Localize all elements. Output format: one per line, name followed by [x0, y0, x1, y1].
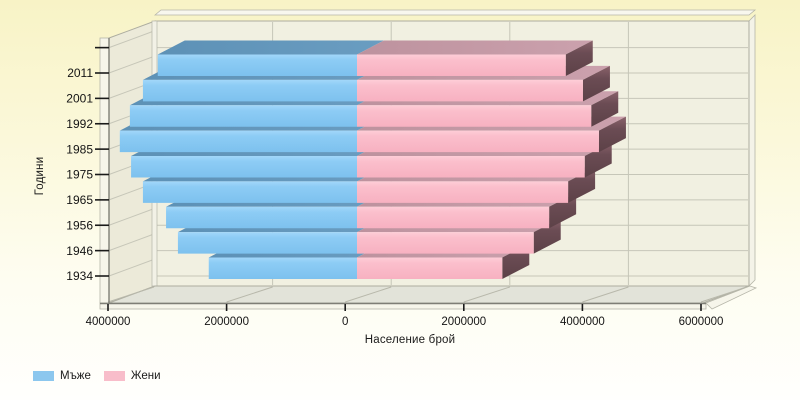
- y-axis-title: Години: [34, 156, 46, 196]
- floor-gridline: [226, 286, 273, 303]
- y-axis-tick-label: 1946: [66, 244, 93, 258]
- legend-label-women: Жени: [130, 370, 161, 382]
- bar-men-1965: [142, 181, 357, 203]
- bar-women-1965: [357, 181, 569, 203]
- x-axis-tick-label: 4000000: [560, 316, 605, 328]
- legend-item-men: Мъже: [33, 370, 91, 382]
- x-axis-tick-label: 0: [342, 316, 348, 328]
- left-wall-gridline: [108, 207, 156, 226]
- wall-right-edge: [748, 14, 756, 287]
- bar-women-1992: [357, 105, 592, 127]
- left-wall-gridline: [108, 258, 156, 277]
- bar-women-top-2011: [357, 40, 593, 55]
- bar-women-side-1946: [533, 218, 561, 254]
- bar-row-2011: [157, 40, 593, 76]
- legend-item-women: Жени: [103, 370, 161, 382]
- bars-layer: [119, 40, 626, 279]
- bar-men-2011: [157, 54, 357, 76]
- floor-gridline: [700, 286, 748, 303]
- y-axis-tick-label: 1965: [66, 193, 93, 207]
- y-axis-tick-label: 1934: [66, 269, 93, 283]
- bar-women-1946: [357, 232, 534, 254]
- y-axis-tick-label: 1985: [66, 142, 93, 156]
- bar-men-1946: [177, 232, 357, 254]
- legend-label-men: Мъже: [60, 370, 91, 382]
- bar-women-side-2011: [565, 40, 593, 76]
- bar-men-1956: [166, 206, 357, 229]
- x-axis-tick-label: 6000000: [679, 316, 724, 328]
- bar-men-1975: [131, 156, 357, 178]
- bar-men-top-2011: [157, 40, 384, 55]
- left-wall-gridline: [108, 233, 156, 252]
- left-wall-gridline: [108, 30, 156, 49]
- bar-women-side-1985: [598, 116, 626, 153]
- legend-swatch-men-icon: [33, 371, 54, 381]
- x-axis-tick-label: 4000000: [86, 316, 131, 328]
- chart-legend: Мъже Жени: [33, 370, 161, 382]
- bar-men-1992: [129, 105, 357, 127]
- bar-women-1975: [357, 156, 585, 178]
- bar-women-1956: [357, 206, 550, 229]
- y-axis-tick-label: 2011: [67, 66, 93, 80]
- x-axis-tick-label: 2000000: [441, 316, 486, 328]
- y-axis-tick-label: 1992: [66, 117, 93, 131]
- y-axis-tick-label: 1975: [66, 168, 93, 182]
- wall-top-edge: [153, 9, 757, 16]
- bar-women-2001: [357, 79, 583, 102]
- bar-women-side-1992: [591, 91, 619, 127]
- floor: [108, 285, 750, 304]
- bar-men-1985: [119, 130, 357, 153]
- bar-women-1985: [357, 130, 599, 153]
- axis-layer: 2011 2001 1992 1985 1975 1965 1956 1946 1934 4000…: [66, 38, 723, 328]
- floor-gridline: [463, 286, 510, 303]
- bar-women-side-2001: [582, 65, 610, 102]
- y-axis-tick-label: 2001: [66, 92, 93, 106]
- left-wall-gridline: [108, 55, 156, 74]
- bar-women-side-1975: [584, 142, 612, 178]
- floor-right-edge: [705, 285, 758, 310]
- bar-women-1934: [357, 257, 503, 279]
- legend-swatch-women-icon: [103, 371, 125, 381]
- bar-men-2001: [142, 79, 357, 102]
- x-axis-tick-label: 2000000: [204, 316, 249, 328]
- floor-gridline: [345, 286, 392, 303]
- floor-gridline: [582, 286, 629, 303]
- bar-women-2011: [357, 54, 566, 76]
- y-axis-tick-label: 1956: [66, 218, 93, 232]
- floor-gridline: [107, 286, 155, 303]
- x-axis-title: Население брой: [364, 334, 456, 346]
- bar-men-1934: [208, 257, 357, 279]
- left-wall-front-edge: [99, 37, 110, 304]
- bar-women-side-1965: [568, 167, 596, 203]
